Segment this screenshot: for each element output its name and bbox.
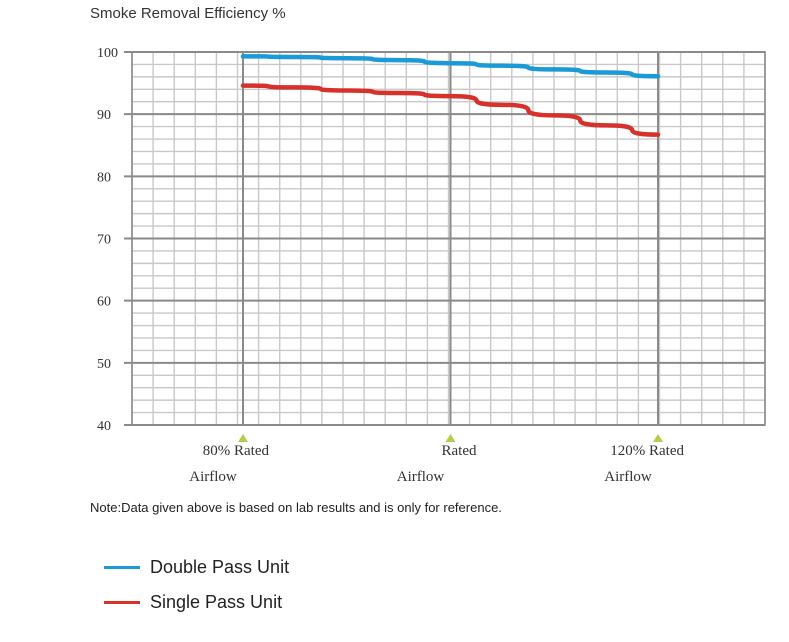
x-tick-marker (445, 434, 456, 442)
legend-swatch-single-pass (104, 600, 140, 604)
y-axis: 40 50 60 70 80 90 100 (97, 46, 118, 434)
chart-title: Smoke Removal Efficiency % (90, 5, 286, 22)
y-tick-label: 40 (97, 419, 111, 434)
x-tick-marker (653, 434, 663, 442)
grid (124, 51, 766, 426)
legend-label-double-pass: Double Pass Unit (150, 556, 290, 577)
x-tick-label-sub: Airflow (189, 469, 237, 485)
y-tick-label: 80 (97, 170, 111, 185)
plot-border (131, 51, 766, 426)
legend-item-double-pass: Double Pass Unit (104, 556, 289, 578)
legend-swatch-double-pass (104, 565, 140, 569)
y-tick-label: 90 (97, 108, 111, 123)
y-tick-label: 50 (97, 357, 111, 372)
x-tick-label: 80% Rated (203, 443, 270, 459)
x-tick-label: 120% Rated (610, 443, 684, 459)
y-tick-label: 100 (97, 46, 118, 61)
series (240, 54, 661, 137)
y-tick-label: 60 (97, 295, 111, 310)
legend-item-single-pass: Single Pass Unit (104, 591, 282, 613)
series-line-single-pass (240, 83, 661, 137)
x-tick-marker (238, 434, 248, 442)
series-line-double-pass (240, 54, 661, 79)
legend-label-single-pass: Single Pass Unit (150, 591, 283, 612)
x-tick-label: Rated (442, 443, 477, 459)
note-text: Note:Data given above is based on lab re… (90, 500, 502, 515)
x-tick-label-sub: Airflow (397, 469, 445, 485)
x-axis: 80% Rated Airflow Rated Airflow 120% Rated Ai… (189, 434, 684, 485)
x-tick-label-sub: Airflow (604, 469, 652, 485)
y-tick-label: 70 (97, 233, 111, 248)
